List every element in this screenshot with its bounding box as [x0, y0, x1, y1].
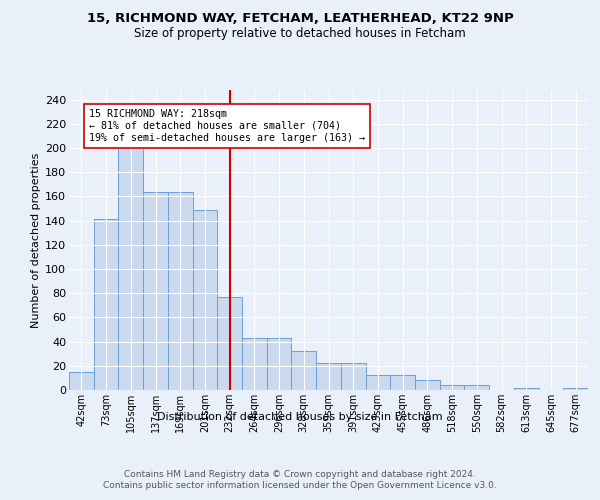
Bar	[292, 352, 316, 390]
Text: Size of property relative to detached houses in Fetcham: Size of property relative to detached ho…	[134, 28, 466, 40]
Bar	[316, 364, 341, 390]
Text: 15, RICHMOND WAY, FETCHAM, LEATHERHEAD, KT22 9NP: 15, RICHMOND WAY, FETCHAM, LEATHERHEAD, …	[86, 12, 514, 26]
Bar	[415, 380, 440, 390]
Bar	[514, 388, 539, 390]
Text: 15 RICHMOND WAY: 218sqm
← 81% of detached houses are smaller (704)
19% of semi-d: 15 RICHMOND WAY: 218sqm ← 81% of detache…	[89, 110, 365, 142]
Bar	[94, 220, 118, 390]
Bar	[193, 210, 217, 390]
Text: Contains public sector information licensed under the Open Government Licence v3: Contains public sector information licen…	[103, 481, 497, 490]
Bar	[217, 297, 242, 390]
Bar	[341, 364, 365, 390]
Bar	[143, 192, 168, 390]
Text: Distribution of detached houses by size in Fetcham: Distribution of detached houses by size …	[157, 412, 443, 422]
Bar	[365, 376, 390, 390]
Bar	[242, 338, 267, 390]
Bar	[267, 338, 292, 390]
Bar	[69, 372, 94, 390]
Bar	[563, 388, 588, 390]
Y-axis label: Number of detached properties: Number of detached properties	[31, 152, 41, 328]
Bar	[390, 376, 415, 390]
Text: Contains HM Land Registry data © Crown copyright and database right 2024.: Contains HM Land Registry data © Crown c…	[124, 470, 476, 479]
Bar	[168, 192, 193, 390]
Bar	[464, 385, 489, 390]
Bar	[440, 385, 464, 390]
Bar	[118, 148, 143, 390]
